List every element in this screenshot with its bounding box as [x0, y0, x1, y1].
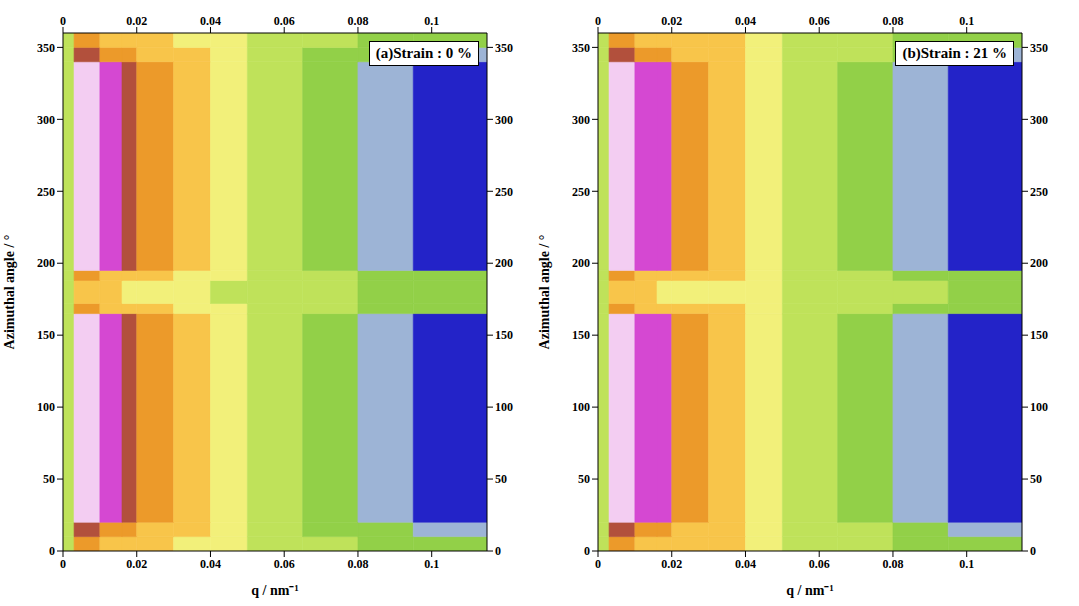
svg-text:0: 0: [595, 557, 601, 571]
svg-text:0.1: 0.1: [424, 14, 439, 28]
svg-text:0.08: 0.08: [882, 14, 903, 28]
svg-text:0.02: 0.02: [126, 557, 147, 571]
svg-text:0.08: 0.08: [882, 557, 903, 571]
svg-text:0: 0: [584, 544, 590, 558]
svg-text:0.02: 0.02: [661, 557, 682, 571]
html-text:(b)Strain : 21 %: (b)Strain : 21 %: [902, 45, 1007, 61]
svg-text:350: 350: [495, 41, 513, 55]
svg-text:300: 300: [572, 113, 590, 127]
svg-text:100: 100: [495, 400, 513, 414]
svg-text:200: 200: [37, 256, 55, 270]
svg-text:0.02: 0.02: [126, 14, 147, 28]
svg-text:0: 0: [595, 14, 601, 28]
svg-text:150: 150: [495, 328, 513, 342]
svg-text:0.06: 0.06: [274, 557, 295, 571]
svg-text:350: 350: [37, 41, 55, 55]
svg-text:0.04: 0.04: [735, 14, 756, 28]
svg-text:250: 250: [495, 185, 513, 199]
svg-text:0.04: 0.04: [200, 557, 221, 571]
svg-text:50: 50: [578, 472, 590, 486]
svg-text:0.04: 0.04: [200, 14, 221, 28]
svg-text:0: 0: [49, 544, 55, 558]
svg-text:250: 250: [37, 185, 55, 199]
svg-text:50: 50: [1030, 472, 1042, 486]
svg-text:50: 50: [43, 472, 55, 486]
svg-text:0.06: 0.06: [274, 14, 295, 28]
svg-text:0: 0: [60, 14, 66, 28]
svg-text:q / nm⁻¹: q / nm⁻¹: [251, 583, 298, 598]
svg-text:0.08: 0.08: [347, 14, 368, 28]
svg-text:q / nm⁻¹: q / nm⁻¹: [786, 583, 833, 598]
svg-text:0: 0: [60, 557, 66, 571]
svg-text:250: 250: [1030, 185, 1048, 199]
svg-text:100: 100: [1030, 400, 1048, 414]
svg-text:0.06: 0.06: [809, 14, 830, 28]
svg-text:0.08: 0.08: [347, 557, 368, 571]
svg-text:350: 350: [572, 41, 590, 55]
svg-text:300: 300: [495, 113, 513, 127]
svg-text:200: 200: [495, 256, 513, 270]
svg-text:0.1: 0.1: [959, 14, 974, 28]
svg-text:200: 200: [1030, 256, 1048, 270]
svg-text:150: 150: [37, 328, 55, 342]
svg-text:0.06: 0.06: [809, 557, 830, 571]
svg-text:0.1: 0.1: [959, 557, 974, 571]
svg-text:350: 350: [1030, 41, 1048, 55]
svg-text:300: 300: [1030, 113, 1048, 127]
html-text:(a)Strain : 0 %: (a)Strain : 0 %: [375, 45, 472, 61]
svg-text:150: 150: [572, 328, 590, 342]
svg-text:250: 250: [572, 185, 590, 199]
svg-text:Azimuthal angle / °: Azimuthal angle / °: [2, 235, 17, 350]
svg-text:0: 0: [495, 544, 501, 558]
svg-text:150: 150: [1030, 328, 1048, 342]
svg-text:200: 200: [572, 256, 590, 270]
svg-text:0.04: 0.04: [735, 557, 756, 571]
svg-text:0: 0: [1030, 544, 1036, 558]
svg-text:0.1: 0.1: [424, 557, 439, 571]
svg-text:0.02: 0.02: [661, 14, 682, 28]
svg-text:100: 100: [572, 400, 590, 414]
svg-text:100: 100: [37, 400, 55, 414]
svg-text:50: 50: [495, 472, 507, 486]
svg-text:300: 300: [37, 113, 55, 127]
svg-text:Azimuthal angle / °: Azimuthal angle / °: [537, 235, 552, 350]
